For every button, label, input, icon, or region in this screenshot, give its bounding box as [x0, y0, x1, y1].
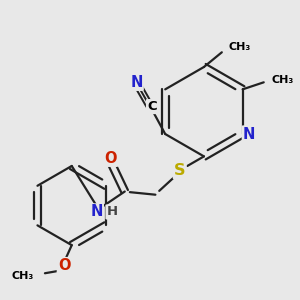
Text: N: N — [243, 127, 255, 142]
Text: N: N — [130, 75, 143, 90]
Text: C: C — [147, 100, 157, 113]
Text: N: N — [91, 204, 103, 219]
Text: CH₃: CH₃ — [11, 271, 33, 281]
Text: CH₃: CH₃ — [228, 41, 250, 52]
Text: H: H — [106, 206, 118, 218]
Text: O: O — [104, 151, 117, 166]
Text: O: O — [58, 258, 70, 273]
Text: CH₃: CH₃ — [272, 75, 294, 85]
Text: S: S — [174, 163, 185, 178]
